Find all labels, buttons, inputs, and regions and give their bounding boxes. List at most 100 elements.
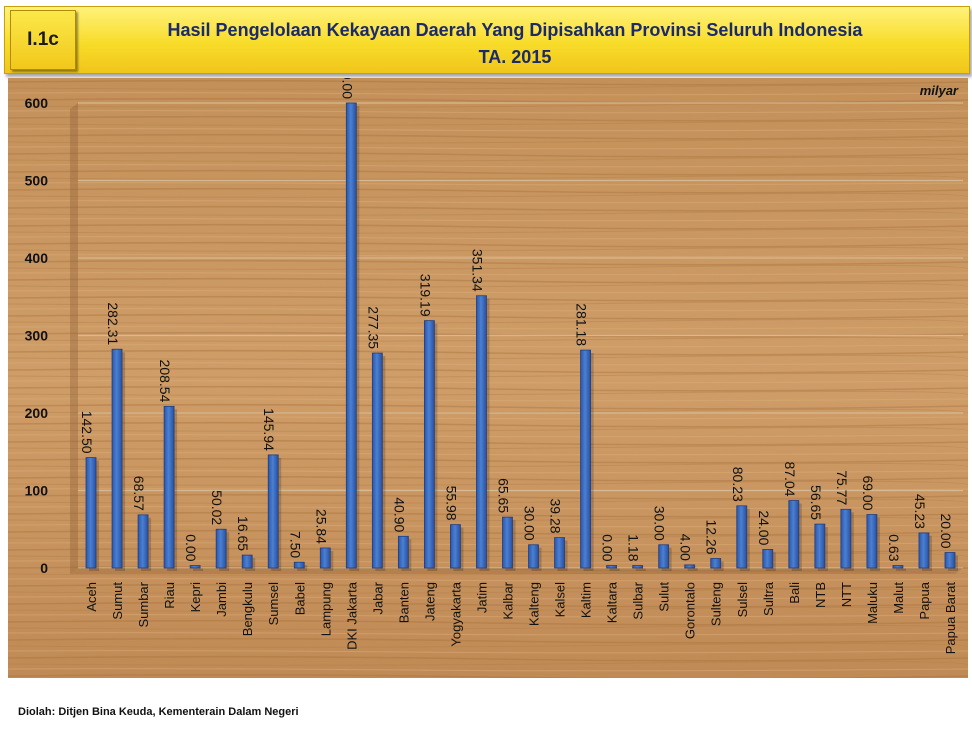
bar-chart: 0 100 200 300 400 500 600 142.50 Aceh 282.31 Sumu… (8, 78, 968, 678)
category-label: Riau (162, 582, 177, 609)
bar (840, 508, 852, 569)
bar (450, 524, 461, 569)
value-label: 30.00 (522, 506, 538, 541)
category-label: Sulbar (631, 581, 646, 619)
category-label: Bengkulu (240, 582, 255, 636)
value-label: 1.18 (626, 534, 642, 561)
value-label: 40.90 (391, 497, 407, 532)
bar (397, 535, 409, 569)
bar (684, 564, 696, 569)
category-label: Jatim (474, 582, 489, 613)
unit-label: milyar (920, 83, 959, 98)
value-label: 142.50 (79, 411, 95, 454)
bar (163, 405, 175, 569)
category-label: Sulut (657, 582, 672, 612)
y-tick-label: 100 (25, 483, 49, 499)
value-label: 39.28 (548, 499, 564, 534)
bar (267, 454, 279, 569)
category-label: Sumut (110, 582, 125, 620)
category-label: Bali (787, 582, 802, 604)
value-label: 7.50 (287, 531, 303, 558)
bar (788, 500, 800, 569)
y-tick-label: 400 (25, 250, 49, 266)
bar (241, 554, 253, 569)
bar-shadow (193, 568, 204, 571)
value-label: 0.00 (600, 534, 616, 561)
bar (423, 320, 435, 569)
value-label: 0.00 (183, 534, 199, 561)
value-label: 50.02 (209, 490, 225, 525)
category-label: DKI Jakarta (344, 581, 359, 650)
y-tick-label: 300 (25, 328, 49, 344)
category-label: Kalbar (500, 581, 515, 619)
value-label: 20.00 (938, 513, 954, 548)
chart-subtitle: TA. 2015 (478, 47, 552, 67)
bar (736, 505, 748, 569)
bar-shadow (609, 568, 620, 571)
category-label: Papua Barat (943, 582, 958, 655)
category-label: Jateng (422, 582, 437, 621)
bar (528, 544, 539, 569)
category-label: Lampung (318, 582, 333, 636)
bar (632, 565, 644, 569)
value-label: 87.04 (782, 461, 798, 496)
y-tick-label: 0 (40, 560, 48, 576)
bar (866, 514, 878, 569)
value-label: 277.35 (365, 306, 381, 349)
y-tick-label: 500 (25, 173, 49, 189)
bar (762, 548, 774, 569)
category-label: Kaltara (605, 581, 620, 623)
bar (371, 352, 383, 569)
bar-shadow (895, 568, 906, 571)
value-label: 4.00 (678, 534, 694, 561)
value-label: 319.19 (417, 274, 433, 317)
bar (293, 561, 305, 569)
source-note: Diolah: Ditjen Bina Keuda, Kementerain D… (18, 706, 299, 718)
value-label: 208.54 (157, 360, 173, 403)
value-label: 24.00 (756, 510, 772, 545)
title-banner: Hasil Pengelolaan Kekayaan Daerah Yang D… (4, 6, 970, 74)
side-wall (70, 103, 78, 574)
value-label: 281.18 (574, 303, 590, 346)
bar-shadow (687, 567, 698, 571)
floor (70, 568, 963, 574)
value-label: 65.65 (495, 478, 511, 513)
bar (215, 528, 227, 569)
y-tick-label: 600 (25, 95, 49, 111)
value-label: 68.57 (131, 476, 147, 511)
category-label: Aceh (84, 582, 99, 612)
value-label: 12.26 (704, 519, 720, 554)
bar (580, 349, 591, 569)
category-label: Kalsel (553, 582, 568, 618)
category-label: Sumbar (136, 581, 151, 627)
value-label: 56.65 (808, 485, 824, 520)
value-label: 0.63 (886, 534, 902, 561)
bar (85, 457, 97, 569)
category-label: Babel (292, 582, 307, 615)
chart-code-badge: I.1c (10, 10, 76, 70)
value-label: 80.23 (730, 467, 746, 502)
category-label: Jabar (370, 581, 385, 614)
y-tick-label: 200 (25, 405, 49, 421)
bar (606, 565, 618, 569)
category-label: Sultra (761, 581, 776, 616)
value-label: 282.31 (105, 302, 121, 345)
category-label: Sumsel (266, 582, 281, 625)
category-label: Jambi (214, 582, 229, 617)
value-label: 30.00 (652, 506, 668, 541)
category-label: Kepri (188, 582, 203, 612)
category-label: Sulteng (709, 582, 724, 626)
value-label: 351.34 (469, 249, 485, 292)
bar (502, 516, 513, 569)
value-label: 69.00 (860, 475, 876, 510)
bar (476, 295, 487, 569)
value-label: 600.00 (339, 78, 355, 99)
category-label: Kaltim (579, 582, 594, 618)
category-label: Maluku (865, 582, 880, 624)
chart-code: I.1c (27, 29, 59, 50)
bar (345, 102, 357, 569)
bar (814, 523, 826, 569)
bar (111, 348, 123, 569)
value-label: 55.98 (443, 486, 459, 521)
category-label: Sulsel (735, 582, 750, 618)
